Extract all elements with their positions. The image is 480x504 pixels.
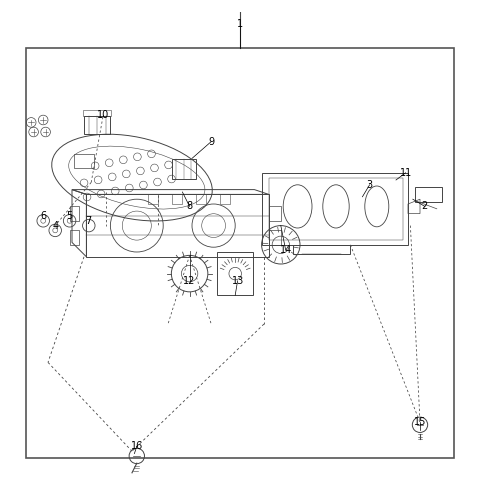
Text: 14: 14 bbox=[279, 244, 292, 255]
Text: 10: 10 bbox=[97, 110, 109, 120]
Text: 5: 5 bbox=[66, 211, 73, 221]
Text: 11: 11 bbox=[399, 168, 412, 178]
Text: 12: 12 bbox=[183, 276, 196, 286]
Bar bbox=[84, 116, 110, 135]
Text: 15: 15 bbox=[414, 417, 426, 427]
Bar bbox=[172, 195, 182, 204]
Text: 7: 7 bbox=[85, 216, 92, 226]
Text: 4: 4 bbox=[52, 221, 58, 231]
Bar bbox=[172, 159, 196, 178]
Bar bbox=[70, 230, 79, 245]
Bar bbox=[293, 245, 350, 255]
Text: 1: 1 bbox=[237, 19, 243, 29]
Bar bbox=[70, 207, 79, 221]
Text: 2: 2 bbox=[421, 202, 428, 211]
Text: 8: 8 bbox=[187, 202, 192, 211]
Text: 9: 9 bbox=[208, 137, 214, 147]
Bar bbox=[269, 177, 403, 240]
Bar bbox=[196, 195, 206, 204]
Bar bbox=[26, 48, 454, 459]
Text: 3: 3 bbox=[367, 180, 372, 190]
Bar bbox=[83, 110, 111, 116]
Text: 6: 6 bbox=[40, 211, 46, 221]
Bar bbox=[217, 252, 253, 295]
Text: 13: 13 bbox=[231, 276, 244, 286]
Bar bbox=[74, 154, 94, 168]
Bar bbox=[415, 187, 442, 202]
Bar bbox=[220, 195, 230, 204]
Bar bbox=[148, 195, 158, 204]
Text: 16: 16 bbox=[131, 442, 143, 452]
Bar bbox=[269, 230, 281, 245]
Bar bbox=[269, 207, 281, 221]
